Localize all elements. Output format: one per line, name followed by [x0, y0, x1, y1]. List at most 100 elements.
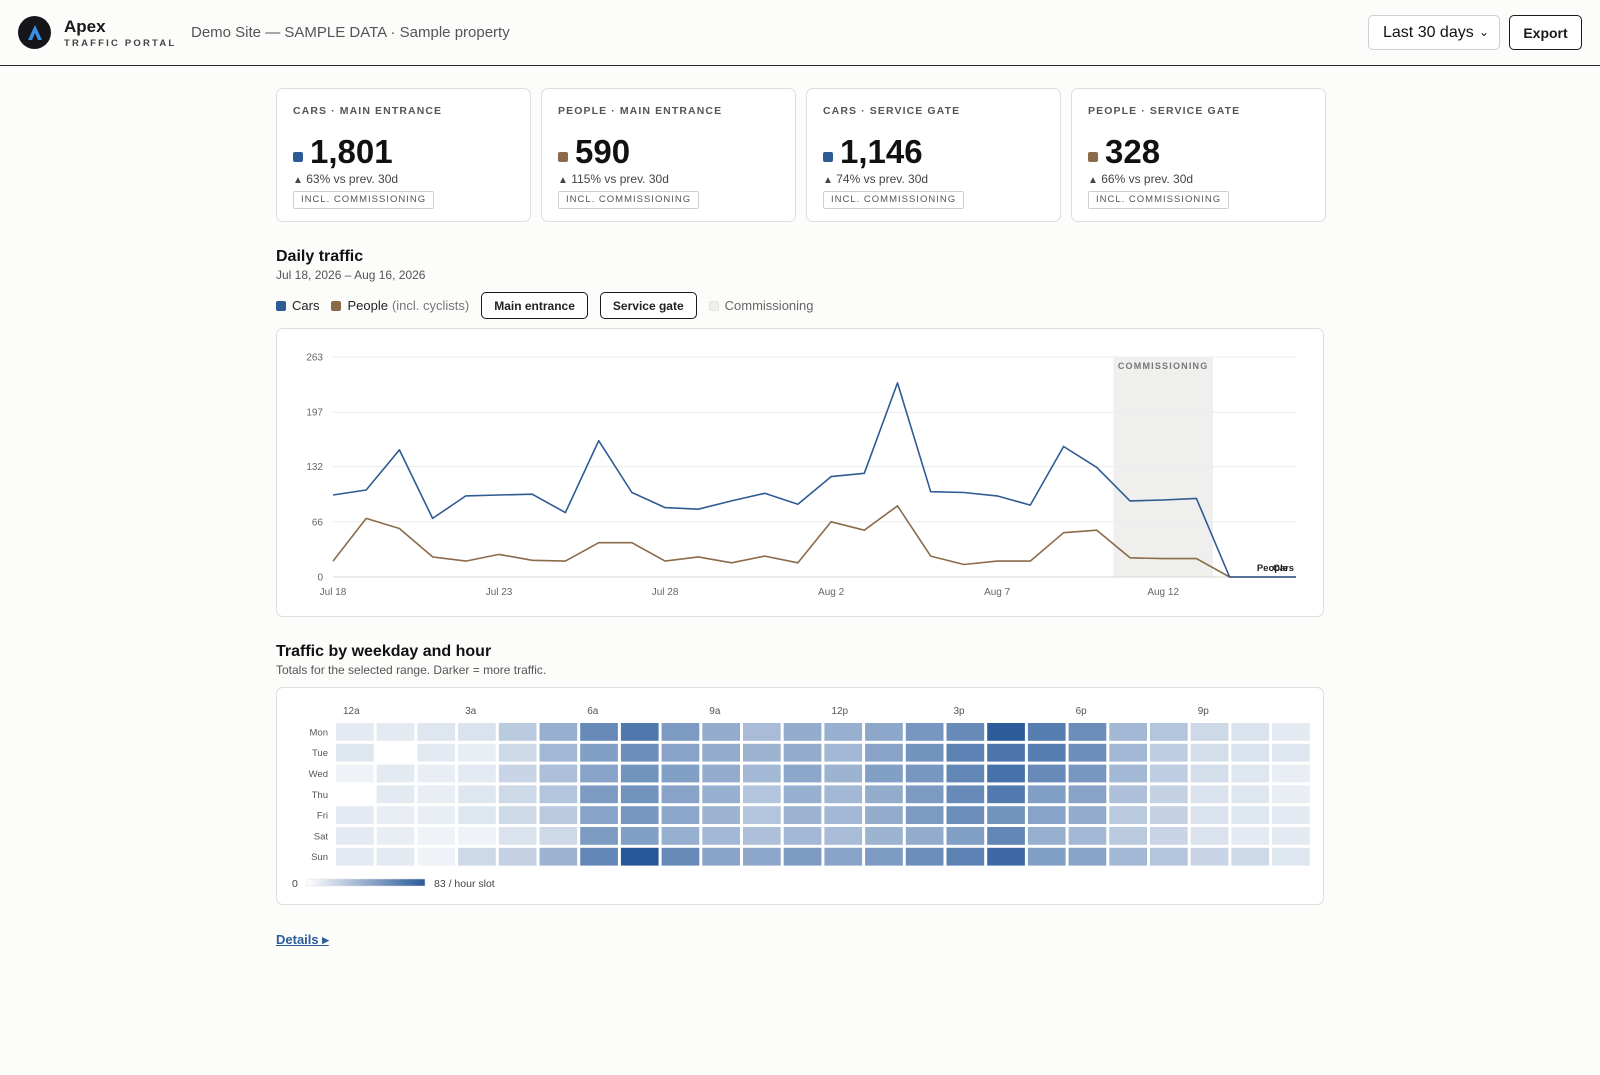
heatmap-cell — [824, 847, 863, 866]
heatmap-cell — [458, 743, 496, 762]
heatmap-cell — [458, 827, 496, 845]
chevron-down-icon: ⌄ — [1478, 25, 1489, 39]
date-range-value: Last 30 days — [1383, 23, 1474, 41]
heatmap-cell — [1150, 785, 1188, 804]
kpi-badge: INCL. COMMISSIONING — [823, 191, 965, 209]
heatmap-cell — [620, 806, 659, 824]
heatmap-cell — [539, 723, 578, 741]
daily-traffic-chart: COMMISSIONING 0 66 132 197 263 Jul 18 Jul 23 Jul… — [276, 328, 1324, 617]
brand-name: Apex — [64, 17, 106, 36]
heatmap-cell — [498, 847, 537, 866]
kpi-series-swatch — [293, 152, 303, 162]
heatmap-cell — [336, 764, 374, 783]
heatmap-cell — [417, 785, 456, 804]
heatmap-cell — [580, 785, 618, 804]
legend-commissioning: Commissioning — [708, 298, 814, 313]
heatmap-cell — [376, 847, 415, 866]
heatmap-cell — [1190, 847, 1229, 866]
heatmap-cell — [1150, 847, 1188, 866]
heatmap-cell — [498, 785, 537, 804]
heatmap-cell — [1068, 806, 1107, 824]
heatmap-cell — [1150, 723, 1188, 741]
top-bar: Apex TRAFFIC PORTAL Demo Site — SAMPLE D… — [0, 0, 1600, 66]
heatmap-cell — [783, 764, 822, 783]
kpi-title: CARS · MAIN ENTRANCE — [293, 105, 443, 117]
service-gate-toggle[interactable]: Service gate — [599, 292, 697, 319]
kpi-delta-text: 74% vs prev. 30d — [836, 172, 929, 186]
heatmap-cell — [702, 785, 740, 804]
heatmap-cell — [539, 847, 578, 866]
heatmap-cell — [946, 743, 985, 762]
heatmap-cell — [987, 806, 1025, 824]
heatmap-cell — [865, 806, 903, 824]
main-entrance-toggle[interactable]: Main entrance — [481, 292, 588, 319]
heatmap-cell — [1272, 827, 1310, 845]
hour-tick-label: 3a — [465, 706, 477, 717]
details-link[interactable]: Details ▸ — [276, 932, 329, 947]
heatmap-cell — [702, 764, 740, 783]
heatmap-cell — [824, 806, 863, 824]
heatmap-cell — [1150, 806, 1188, 824]
heatmap-cell — [743, 806, 781, 824]
heatmap-cell — [824, 723, 863, 741]
heatmap-cell — [620, 743, 659, 762]
series-end-label: People — [1257, 563, 1288, 574]
heatmap-cell — [1109, 743, 1147, 762]
heatmap-cell — [987, 785, 1025, 804]
heatmap-cell — [1190, 764, 1229, 783]
kpi-delta: ▲ 74% vs prev. 30d — [823, 172, 928, 186]
heatmap-cell — [661, 847, 700, 866]
heatmap-cell — [702, 723, 740, 741]
heatmap-cell — [1027, 743, 1066, 762]
heatmap-cell — [1231, 764, 1270, 783]
trend-up-icon: ▲ — [293, 175, 303, 186]
commissioning-label: COMMISSIONING — [1118, 361, 1209, 371]
heatmap-cell — [458, 764, 496, 783]
heatmap-cell — [1150, 764, 1188, 783]
heatmap-cell — [458, 847, 496, 866]
trend-up-icon: ▲ — [558, 175, 568, 186]
legend-cars: Cars — [276, 298, 319, 313]
heatmap-cell — [1109, 785, 1147, 804]
weekday-label: Sat — [314, 831, 329, 842]
y-tick-label: 263 — [306, 353, 323, 364]
heatmap-cell — [458, 723, 496, 741]
heatmap-cell — [580, 806, 618, 824]
heatmap-cell — [743, 785, 781, 804]
heatmap-cell — [1190, 806, 1229, 824]
heatmap-cell — [580, 827, 618, 845]
heatmap-cell — [376, 723, 415, 741]
heatmap-cell — [1027, 785, 1066, 804]
heatmap-cell — [498, 723, 537, 741]
heatmap-cell — [336, 847, 374, 866]
heatmap-cell — [905, 723, 944, 741]
hour-tick-label: 12p — [831, 706, 848, 717]
kpi-delta: ▲ 66% vs prev. 30d — [1088, 172, 1193, 186]
export-button[interactable]: Export — [1509, 15, 1582, 50]
hour-tick-label: 9p — [1198, 706, 1210, 717]
heatmap-cell — [987, 743, 1025, 762]
heatmap-cell — [1068, 827, 1107, 845]
heatmap-cell — [1068, 743, 1107, 762]
x-tick-label: Aug 2 — [818, 587, 845, 598]
people-swatch — [331, 300, 342, 311]
kpi-delta: ▲ 63% vs prev. 30d — [293, 172, 398, 186]
date-range-select[interactable]: Last 30 days ⌄ — [1368, 15, 1500, 50]
legend-people: People (incl. cyclists) — [331, 298, 469, 313]
kpi-card: PEOPLE · SERVICE GATE 328 ▲ 66% vs prev. 3… — [1071, 88, 1326, 222]
apex-logo-icon[interactable] — [18, 16, 51, 49]
heatmap-cell — [498, 743, 537, 762]
heatmap-cell — [620, 764, 659, 783]
heatmap-cell — [1272, 764, 1310, 783]
heatmap-cell — [865, 723, 903, 741]
kpi-value: 1,801 — [310, 133, 393, 170]
heatmap-cell — [580, 847, 618, 866]
heatmap-cell — [336, 827, 374, 845]
y-tick-label: 66 — [312, 517, 324, 528]
daily-traffic-date-range: Jul 18, 2026 – Aug 16, 2026 — [276, 268, 426, 282]
heatmap-cell — [865, 827, 903, 845]
kpi-card: PEOPLE · MAIN ENTRANCE 590 ▲ 115% vs prev.… — [541, 88, 796, 222]
heatmap-cell — [336, 785, 374, 804]
heatmap-cell — [946, 785, 985, 804]
heatmap-cell — [1027, 827, 1066, 845]
